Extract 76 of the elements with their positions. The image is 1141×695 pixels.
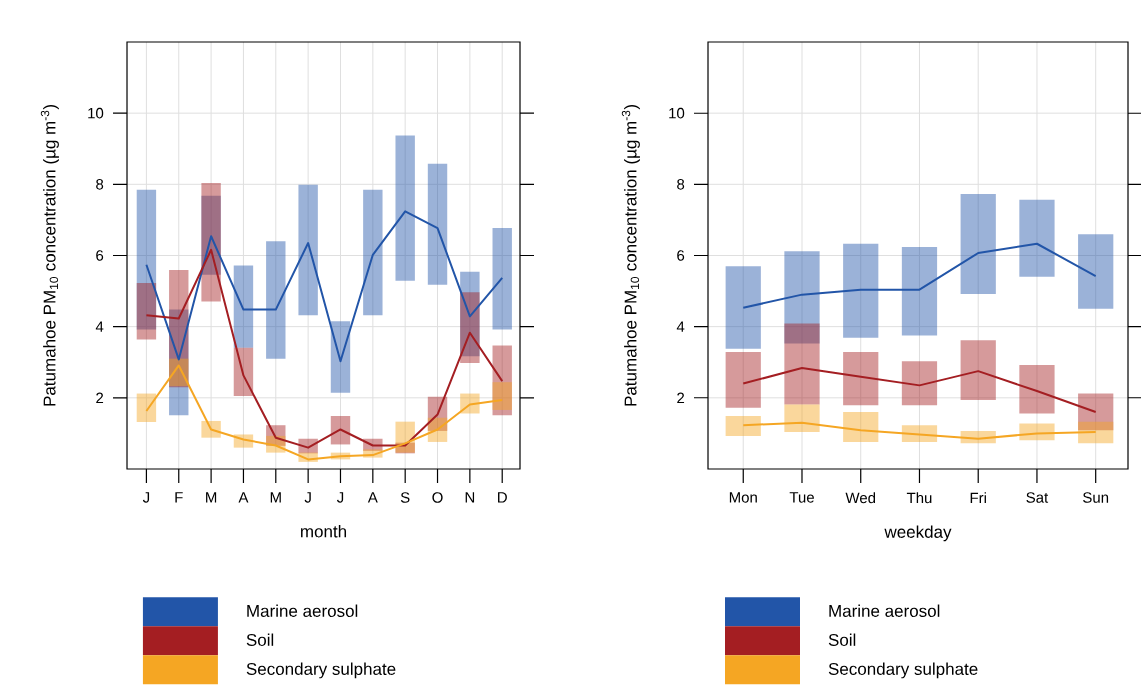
bar bbox=[725, 351, 761, 408]
bar bbox=[960, 340, 996, 400]
line-series bbox=[742, 366, 1097, 414]
legend-label: Secondary sulphate bbox=[828, 662, 978, 679]
x-tick-label: J bbox=[336, 492, 344, 503]
x-tick-label: M bbox=[206, 492, 217, 503]
x-tick-label: J bbox=[304, 492, 311, 503]
bar bbox=[201, 420, 221, 438]
bar bbox=[395, 135, 415, 281]
y-tick-label: 6 bbox=[677, 250, 685, 261]
bar bbox=[395, 421, 415, 453]
x-tick-label: O bbox=[432, 492, 443, 503]
bar bbox=[784, 404, 820, 432]
x-tick-label: Wed bbox=[845, 492, 876, 504]
y-tick-label: 4 bbox=[95, 321, 104, 332]
legend-label: Soil bbox=[246, 633, 274, 646]
x-tick-label: F bbox=[175, 492, 183, 503]
bar bbox=[960, 193, 996, 294]
x-tick-label: Mon bbox=[729, 492, 757, 503]
bar bbox=[136, 282, 157, 340]
line-series bbox=[742, 421, 1097, 440]
bar bbox=[1078, 421, 1114, 444]
line-series bbox=[145, 210, 504, 363]
bar bbox=[901, 361, 938, 406]
bar bbox=[492, 382, 512, 410]
legend-label: Marine aerosol bbox=[829, 604, 940, 617]
bar bbox=[427, 163, 448, 285]
y-tick-label: 6 bbox=[96, 250, 104, 261]
bar bbox=[1078, 234, 1114, 309]
x-tick-label: J bbox=[142, 492, 150, 503]
bar bbox=[901, 246, 938, 336]
bar bbox=[843, 412, 879, 442]
x-tick-label: N bbox=[465, 492, 475, 503]
bar bbox=[1019, 365, 1055, 414]
x-tick-label: Sat bbox=[1026, 492, 1049, 503]
bar bbox=[1019, 199, 1055, 277]
bar bbox=[725, 266, 761, 349]
bar bbox=[201, 182, 221, 302]
x-tick-label: S bbox=[400, 492, 410, 503]
legend-label: Soil bbox=[828, 633, 856, 646]
y-tick-label: 4 bbox=[676, 321, 685, 332]
y-axis-title: Patumahoe PM$_{10}$ concentration (µg m$^{-3}$) bbox=[40, 105, 59, 406]
bar bbox=[843, 243, 879, 338]
x-tick-label: A bbox=[238, 492, 249, 503]
y-tick-label: 8 bbox=[96, 179, 104, 190]
x-tick-label: D bbox=[498, 492, 507, 503]
y-tick-label: 2 bbox=[96, 392, 104, 404]
bar bbox=[784, 323, 820, 405]
y-tick-label: 2 bbox=[677, 392, 685, 404]
y-tick-label: 8 bbox=[677, 179, 685, 190]
line-series bbox=[145, 248, 504, 449]
y-tick-label: 10 bbox=[88, 107, 104, 119]
x-tick-label: Fri bbox=[970, 492, 986, 504]
x-tick-label: Tue bbox=[789, 492, 814, 503]
bar bbox=[843, 351, 879, 406]
legend-label: Secondary sulphate bbox=[246, 662, 396, 679]
y-axis-title: Patumahoe PM$_{10}$ concentration (µg m$^{-3}$) bbox=[621, 105, 640, 406]
bar bbox=[492, 228, 512, 330]
x-axis-title: month bbox=[301, 525, 347, 538]
x-tick-label: Sun bbox=[1083, 492, 1109, 503]
line-series bbox=[145, 364, 504, 461]
x-tick-label: Thu bbox=[906, 492, 932, 504]
bar bbox=[363, 189, 383, 316]
y-tick-label: 10 bbox=[669, 107, 685, 119]
line-series bbox=[742, 242, 1097, 309]
x-tick-label: A bbox=[367, 492, 378, 503]
bar bbox=[298, 184, 318, 316]
x-axis-title: weekday bbox=[884, 525, 952, 542]
bar bbox=[136, 393, 157, 423]
legend-label: Marine aerosol bbox=[247, 604, 358, 617]
bar bbox=[460, 292, 480, 363]
bar bbox=[233, 265, 254, 348]
x-tick-label: M bbox=[270, 492, 281, 503]
bar bbox=[725, 415, 761, 436]
bar bbox=[266, 241, 286, 359]
bar bbox=[1019, 423, 1055, 441]
